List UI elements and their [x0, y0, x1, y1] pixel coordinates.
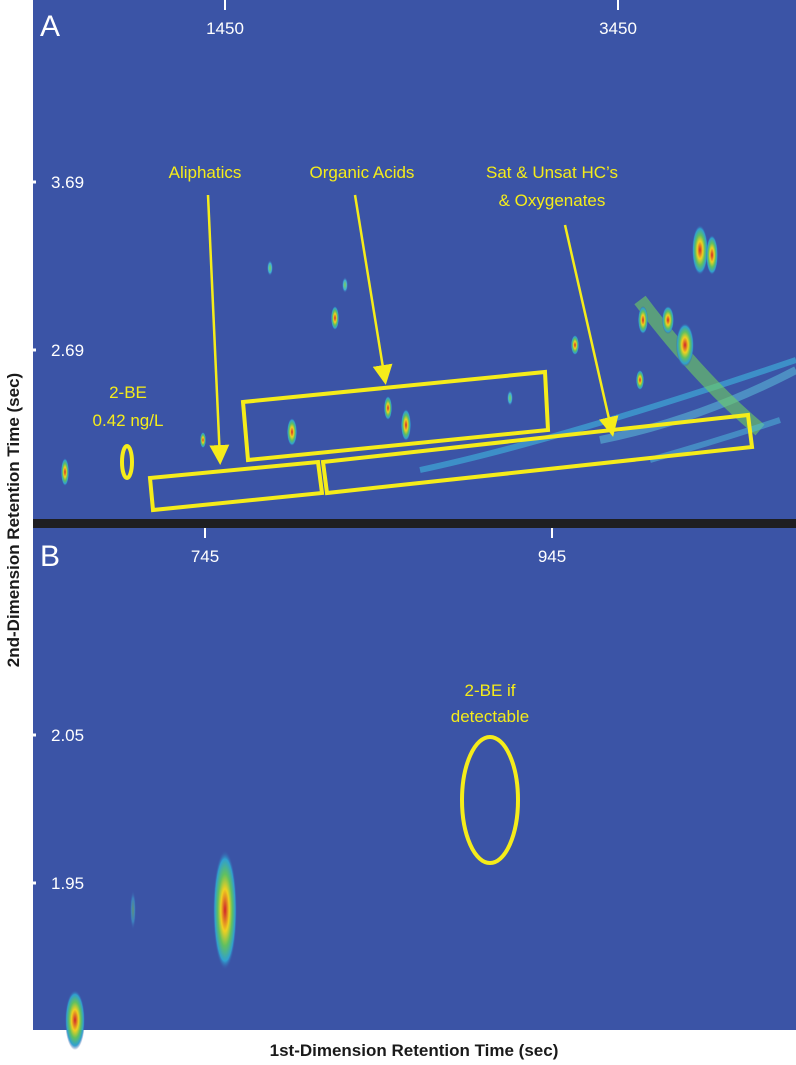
annotation: 2-BE — [109, 383, 147, 402]
peaks-b — [65, 850, 237, 1050]
y-axis-title: 2nd-Dimension Retention Time (sec) — [4, 373, 23, 667]
panel-label: A — [40, 10, 60, 43]
annotation: Aliphatics — [169, 163, 242, 182]
annotation: Sat & Unsat HC’s — [486, 163, 618, 182]
panel-a-bg — [33, 0, 796, 519]
marker-ellipse — [120, 444, 134, 480]
y-tick-label: 2.69 — [51, 341, 84, 360]
annotation: & Oxygenates — [499, 191, 606, 210]
panel-separator — [33, 519, 796, 528]
annotation: detectable — [451, 707, 529, 726]
x-tick-label: 745 — [191, 547, 219, 566]
y-tick-label: 2.05 — [51, 726, 84, 745]
x-tick-label: 1450 — [206, 19, 244, 38]
region-box — [240, 369, 551, 463]
x-tick-label: 945 — [538, 547, 566, 566]
region-box — [320, 412, 755, 496]
region-box — [147, 459, 325, 513]
annotation: 0.42 ng/L — [93, 411, 164, 430]
annotation: Organic Acids — [310, 163, 415, 182]
annotation: 2-BE if — [464, 681, 515, 700]
y-tick-label: 3.69 — [51, 173, 84, 192]
marker-ellipse — [460, 735, 520, 865]
arrow — [206, 194, 230, 465]
peaks-a — [61, 225, 796, 486]
panel-label: B — [40, 540, 60, 573]
panel-b-bg — [33, 528, 796, 1030]
y-tick-label: 1.95 — [51, 874, 84, 893]
arrow — [353, 194, 393, 385]
x-tick-label: 3450 — [599, 19, 637, 38]
x-axis-title: 1st-Dimension Retention Time (sec) — [270, 1041, 559, 1060]
arrow — [563, 224, 619, 437]
